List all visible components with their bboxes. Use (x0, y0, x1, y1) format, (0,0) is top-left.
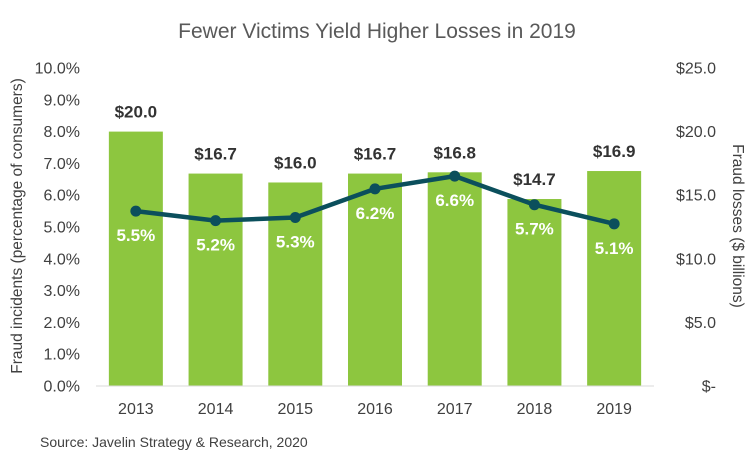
line-point (210, 215, 222, 227)
left-tick-label: 7.0% (44, 156, 80, 173)
line-point (289, 211, 301, 223)
left-axis-ticks: 0.0% 1.0% 2.0% 3.0% 4.0% 5.0% 6.0% 7.0% 8.0% 9.0%… (35, 61, 80, 396)
right-axis-ticks: $- $5.0 $10.0 $15.0 $20.0 $25.0 (676, 61, 716, 396)
bar-data-label: $16.7 (194, 145, 237, 164)
line-data-label: 6.6% (435, 191, 474, 210)
bar (427, 172, 482, 386)
right-tick-label: $5.0 (685, 315, 716, 332)
bar-data-label: $16.9 (593, 142, 636, 161)
line-point (608, 218, 620, 230)
left-tick-label: 4.0% (44, 251, 80, 268)
x-tick-label: 2013 (118, 401, 154, 418)
right-tick-label: $25.0 (676, 61, 716, 78)
left-tick-label: 6.0% (44, 188, 80, 205)
line-data-labels: 5.5% 5.2% 5.3% 6.2% 6.6% 5.7% 5.1% (116, 191, 633, 258)
right-tick-label: $- (702, 379, 716, 396)
x-axis-ticks: 2013 2014 2015 2016 2017 2018 2019 (118, 401, 632, 418)
line-data-label: 5.3% (276, 232, 315, 251)
left-tick-label: 1.0% (44, 347, 80, 364)
x-tick-label: 2016 (357, 401, 393, 418)
left-tick-label: 10.0% (35, 61, 80, 78)
left-tick-label: 2.0% (44, 315, 80, 332)
left-tick-label: 0.0% (44, 379, 80, 396)
x-tick-label: 2019 (596, 401, 632, 418)
line-data-label: 5.2% (196, 236, 235, 255)
left-axis-label: Fraud incidents (percentage of consumers… (9, 78, 26, 374)
bar-series (108, 131, 642, 386)
line-series (130, 170, 620, 230)
x-tick-label: 2018 (517, 401, 553, 418)
bar (348, 173, 402, 386)
bar (507, 199, 562, 386)
bar (108, 131, 163, 386)
left-tick-label: 5.0% (44, 220, 80, 237)
left-tick-label: 3.0% (44, 283, 80, 300)
line-data-label: 5.1% (595, 239, 634, 258)
bar-data-label: $16.7 (354, 145, 397, 164)
right-tick-label: $10.0 (676, 251, 716, 268)
x-tick-label: 2014 (198, 401, 234, 418)
line-point (130, 205, 142, 217)
bar (188, 173, 243, 386)
left-tick-label: 8.0% (44, 124, 80, 141)
x-tick-label: 2017 (437, 401, 473, 418)
bar-data-label: $20.0 (115, 103, 158, 122)
bar (587, 171, 642, 386)
right-tick-label: $20.0 (676, 124, 716, 141)
bar-data-label: $16.8 (433, 143, 476, 162)
line-point (369, 183, 381, 195)
line-point (528, 199, 540, 211)
chart-title: Fewer Victims Yield Higher Losses in 201… (178, 20, 576, 43)
bar-data-label: $16.0 (274, 153, 317, 172)
line-data-label: 6.2% (356, 204, 395, 223)
line-data-label: 5.7% (515, 220, 554, 239)
bar-data-label: $14.7 (513, 170, 556, 189)
x-tick-label: 2015 (277, 401, 313, 418)
line-point (449, 170, 461, 182)
right-tick-label: $15.0 (676, 188, 716, 205)
bar-data-labels: $20.0 $16.7 $16.0 $16.7 $16.8 $14.7 $16.9 (115, 103, 636, 189)
source-note: Source: Javelin Strategy & Research, 202… (40, 434, 308, 450)
right-axis-label: Fraud losses ($ billions) (729, 144, 746, 308)
line-data-label: 5.5% (116, 226, 155, 245)
left-tick-label: 9.0% (44, 92, 80, 109)
